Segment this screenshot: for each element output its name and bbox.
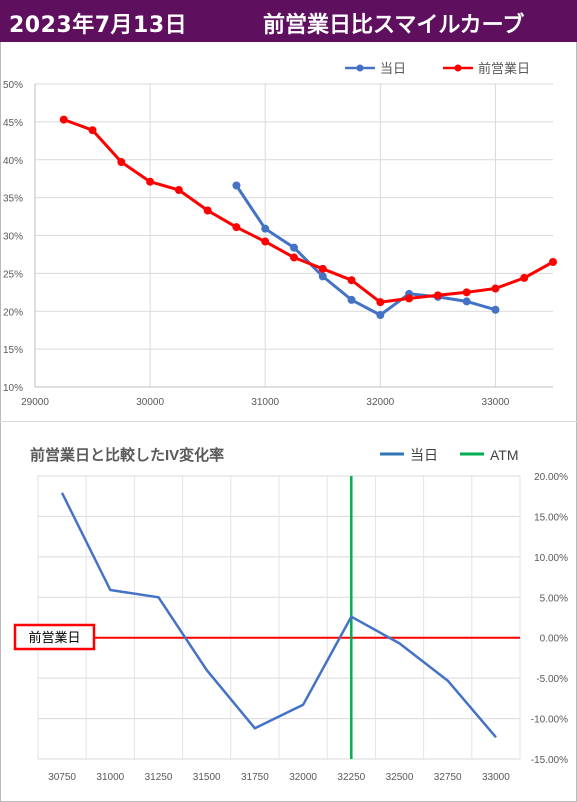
report-date: 2023年7月13日 [9,13,188,38]
legend-item-today: 当日 [345,61,406,76]
chart2-point-0 [350,616,352,618]
chart1-y-tick: 25% [3,269,23,280]
chart2-x-tick: 32250 [337,772,365,783]
chart2-x-tick: 32750 [434,772,462,783]
chart2-point-0 [495,736,497,738]
chart1-y-tick: 40% [3,156,23,167]
baseline-callout: 前営業日 [13,623,96,651]
chart1-point-1 [433,291,442,300]
chart2-x-tick: 31000 [96,772,124,783]
chart2-y-tick: -15.00% [531,755,568,766]
chart2-y-tick: -5.00% [536,674,568,685]
chart2-x-tick: 32500 [386,772,414,783]
chart2-point-0 [302,704,304,706]
legend-label-today: 当日 [380,61,406,76]
chart1-point-1 [232,223,241,232]
chart1-point-1 [88,126,97,135]
chart2-y-tick: 5.00% [540,593,568,604]
chart1-point-1 [405,294,414,303]
chart1-y-tick: 15% [3,345,23,356]
chart2-point-0 [158,596,159,598]
chart2-series [60,476,520,759]
chart1-y-tick: 10% [3,383,23,394]
chart1-series-line-1 [63,118,554,304]
chart1-legend: 当日 前営業日 [345,61,530,76]
chart2-y-tick: 10.00% [534,553,568,564]
chart2-y-tick: 15.00% [534,512,568,523]
smile-curve-chart: 50% 45% 40% 35% 30% 25% 20% 15% 10% 29000 30000 31… [3,61,557,408]
chart1-point-0 [347,295,356,304]
chart1-point-1 [549,258,557,267]
chart2-point-0 [399,642,400,644]
chart2-x-tick: 30750 [48,772,76,783]
chart1-y-tick-labels: 50% 45% 40% 35% 30% 25% 20% 15% 10% [3,80,23,394]
chart1-point-1 [290,253,298,262]
chart1-y-tick: 20% [3,307,23,318]
legend-item-today-change: 当日 [380,447,438,463]
chart2-point-0 [61,492,63,494]
legend-label-prev: 前営業日 [478,61,530,76]
chart2-point-0 [447,680,449,682]
chart2-point-0 [109,589,111,591]
chart2-y-tick: 0.00% [540,634,568,645]
chart2-legend: 当日 ATM [380,447,519,463]
chart1-gridlines [34,83,553,388]
chart1-point-1 [347,276,356,285]
chart2-x-tick: 31750 [241,772,269,783]
chart1-x-tick: 32000 [366,397,394,408]
baseline-callout-label: 前営業日 [28,630,80,645]
chart2-x-tick: 31250 [145,772,173,783]
chart1-series-line-0 [235,184,496,317]
chart2-x-tick: 33000 [482,772,510,783]
chart1-x-tick: 31000 [251,397,279,408]
chart1-point-0 [232,181,241,190]
chart2-x-tick: 32000 [289,772,317,783]
chart1-y-tick: 50% [3,80,23,91]
chart1-point-1 [59,115,68,124]
chart1-y-tick: 30% [3,232,23,243]
chart2-point-0 [206,669,208,671]
chart1-point-0 [462,297,471,306]
chart2-x-tick: 31500 [193,772,221,783]
chart1-point-0 [491,305,500,314]
legend-label-atm: ATM [490,447,519,463]
chart2-y-tick-labels: 20.00% 15.00% 10.00% 5.00% 0.00% -5.00% -10.00… [531,472,568,766]
chart1-point-0 [290,243,298,252]
chart1-series [59,115,557,320]
iv-change-chart: 前営業日と比較したIV変化率 20.00% 15.00% 10.00% 5.00% 0.… [13,446,568,783]
chart2-x-tick-labels: 30750 31000 31250 31500 31750 32000 32250 32500… [48,772,510,783]
chart1-y-tick: 45% [3,118,23,129]
legend-item-atm: ATM [460,447,519,463]
legend-label-today-change: 当日 [410,447,438,463]
legend-item-prev: 前営業日 [443,61,530,76]
chart1-point-1 [117,158,126,167]
chart1-point-1 [462,288,471,297]
chart1-point-1 [491,284,500,293]
chart2-title: 前営業日と比較したIV変化率 [30,446,224,464]
chart1-point-0 [376,311,385,320]
chart1-point-1 [318,264,327,273]
chart1-point-1 [203,206,212,215]
report-title: 前営業日比スマイルカーブ [263,13,525,38]
chart1-x-tick: 33000 [482,397,510,408]
chart1-y-tick: 35% [3,194,23,205]
title-bar: 2023年7月13日 前営業日比スマイルカーブ [0,0,577,42]
chart1-point-1 [376,298,385,307]
chart2-y-tick: -10.00% [531,715,568,726]
chart1-point-1 [146,177,155,186]
chart2-point-0 [254,727,256,729]
chart1-point-0 [318,272,327,281]
chart1-x-tick: 29000 [21,397,49,408]
chart1-x-tick-labels: 29000 30000 31000 32000 33000 [21,397,510,408]
chart1-point-1 [520,273,529,282]
chart-divider [0,421,577,422]
chart1-point-1 [261,237,270,246]
chart1-x-tick: 30000 [136,397,164,408]
chart1-point-1 [174,186,183,195]
chart2-series-line-0 [60,492,497,739]
chart2-y-tick: 20.00% [534,472,568,483]
chart1-point-0 [261,224,270,233]
